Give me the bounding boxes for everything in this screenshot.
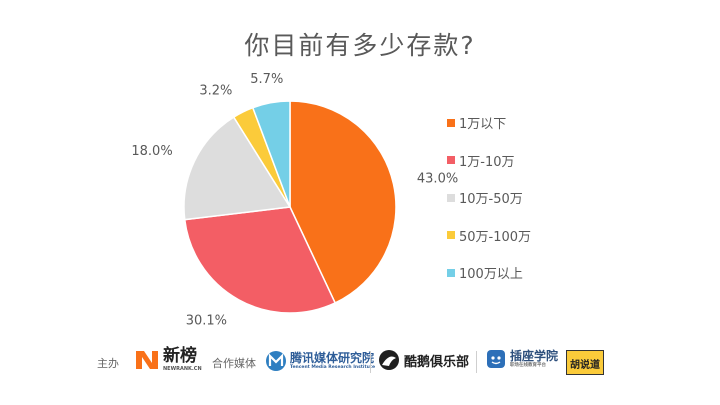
legend-label: 10万-50万: [459, 192, 523, 208]
pie-slice: [183, 206, 337, 314]
legend-label: 1万以下: [459, 117, 507, 133]
legend-item: 1万以下: [447, 104, 531, 142]
partner-logo-badge: 胡说道: [566, 350, 604, 375]
legend-label: 1万-10万: [459, 154, 515, 170]
legend-swatch: [447, 268, 455, 277]
tencent-media-logo-icon: [266, 351, 286, 371]
host-logo-sub: NEWRANK.CN: [163, 366, 202, 372]
legend-swatch: [447, 118, 455, 127]
data-label: 5.7%: [250, 72, 283, 87]
footer-divider: [370, 351, 371, 373]
chart-title: 你目前有多少存款?: [244, 31, 476, 60]
partner-label: 合作媒体: [212, 357, 256, 370]
host-logo-text: 新榜: [163, 346, 197, 366]
data-label: 30.1%: [186, 314, 227, 329]
pie-slice: [183, 116, 292, 221]
data-label: 3.2%: [199, 83, 232, 98]
legend-item: 100万以上: [447, 254, 531, 292]
legend-item: 50万-100万: [447, 217, 531, 255]
partner-logo-tencent: 腾讯媒体研究院 Tencent Media Research Institute: [265, 349, 375, 373]
partner-logo-penguin: 酷鹅俱乐部: [378, 349, 469, 371]
penguin-logo-icon: [379, 350, 399, 370]
footer-divider: [476, 351, 477, 373]
pie-slice: [251, 100, 291, 208]
legend-swatch: [447, 156, 455, 165]
partner-name: 腾讯媒体研究院: [290, 350, 375, 365]
partner-sub: 职场在线教育平台: [510, 362, 546, 368]
legend-swatch: [447, 231, 455, 240]
partner-sub: Tencent Media Research Institute: [290, 364, 376, 370]
badge-logo-icon: 胡说道: [566, 350, 604, 375]
data-label: 43.0%: [417, 172, 458, 187]
legend-item: 1万-10万: [447, 142, 531, 180]
partner-logo-socket: 插座学院 职场在线教育平台: [486, 349, 558, 369]
newrank-logo-icon: [136, 351, 158, 369]
partner-name: 胡说道: [570, 360, 600, 371]
socket-logo-icon: [487, 350, 505, 368]
partner-name: 酷鹅俱乐部: [404, 354, 470, 370]
host-logo: 新榜 NEWRANK.CN: [134, 347, 202, 373]
legend-swatch: [447, 193, 455, 202]
legend-label: 100万以上: [459, 267, 523, 283]
legend: 1万以下 1万-10万 10万-50万 50万-100万 100万以上: [447, 104, 531, 292]
legend-label: 50万-100万: [459, 229, 532, 245]
legend-item: 10万-50万: [447, 179, 531, 217]
footer: 主办 新榜 NEWRANK.CN 合作媒体 腾讯媒体研究院 Tencent Me…: [0, 341, 720, 381]
pie-slice: [289, 100, 397, 304]
partner-name: 插座学院: [510, 348, 559, 363]
host-label: 主办: [97, 357, 119, 370]
data-label: 18.0%: [131, 144, 172, 159]
